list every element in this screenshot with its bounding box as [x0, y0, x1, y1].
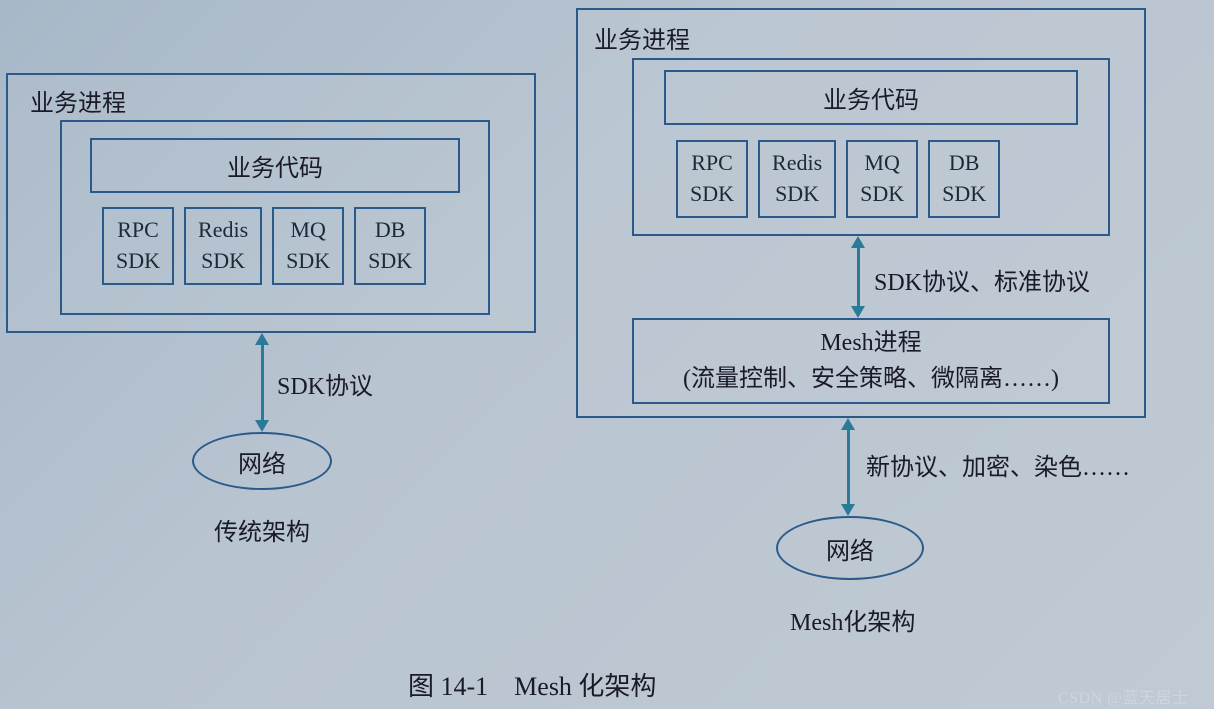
right-network-label: 网络 — [826, 531, 874, 566]
left-network-ellipse: 网络 — [192, 432, 332, 490]
mesh-title: Mesh进程 — [634, 325, 1108, 361]
left-network-label: 网络 — [238, 444, 286, 479]
right-code-label: 业务代码 — [823, 80, 919, 115]
sdk-box: RedisSDK — [758, 140, 836, 218]
arrow-head-icon — [851, 306, 865, 318]
right-outer-title: 业务进程 — [594, 20, 690, 55]
sdk-box: MQSDK — [846, 140, 918, 218]
arrow-head-icon — [841, 504, 855, 516]
arrow-line — [261, 344, 264, 422]
right-arrow2-label: 新协议、加密、染色…… — [866, 447, 1130, 482]
sdk-box: DBSDK — [354, 207, 426, 285]
watermark: CSDN @蓝天居士 — [1058, 684, 1188, 708]
sdk-box: RPCSDK — [676, 140, 748, 218]
left-outer-title: 业务进程 — [30, 83, 126, 118]
sdk-box: MQSDK — [272, 207, 344, 285]
arrow-line — [847, 429, 850, 505]
figure-caption: 图 14-1 Mesh 化架构 — [408, 666, 656, 703]
left-code-box: 业务代码 — [90, 138, 460, 193]
left-arrow-label: SDK协议 — [277, 366, 373, 401]
right-sdk-row: RPCSDK RedisSDK MQSDK DBSDK — [676, 140, 1000, 218]
sdk-box: RedisSDK — [184, 207, 262, 285]
sdk-box: RPCSDK — [102, 207, 174, 285]
right-code-box: 业务代码 — [664, 70, 1078, 125]
right-arrow1-label: SDK协议、标准协议 — [874, 262, 1090, 297]
left-code-label: 业务代码 — [227, 148, 323, 183]
sdk-box: DBSDK — [928, 140, 1000, 218]
right-arch-label: Mesh化架构 — [790, 602, 915, 637]
arrow-head-icon — [255, 420, 269, 432]
arrow-line — [857, 247, 860, 307]
left-sdk-row: RPCSDK RedisSDK MQSDK DBSDK — [102, 207, 426, 285]
right-mesh-box: Mesh进程 (流量控制、安全策略、微隔离……) — [632, 318, 1110, 404]
mesh-subtitle: (流量控制、安全策略、微隔离……) — [634, 361, 1108, 397]
right-network-ellipse: 网络 — [776, 516, 924, 580]
left-arch-label: 传统架构 — [214, 512, 310, 547]
